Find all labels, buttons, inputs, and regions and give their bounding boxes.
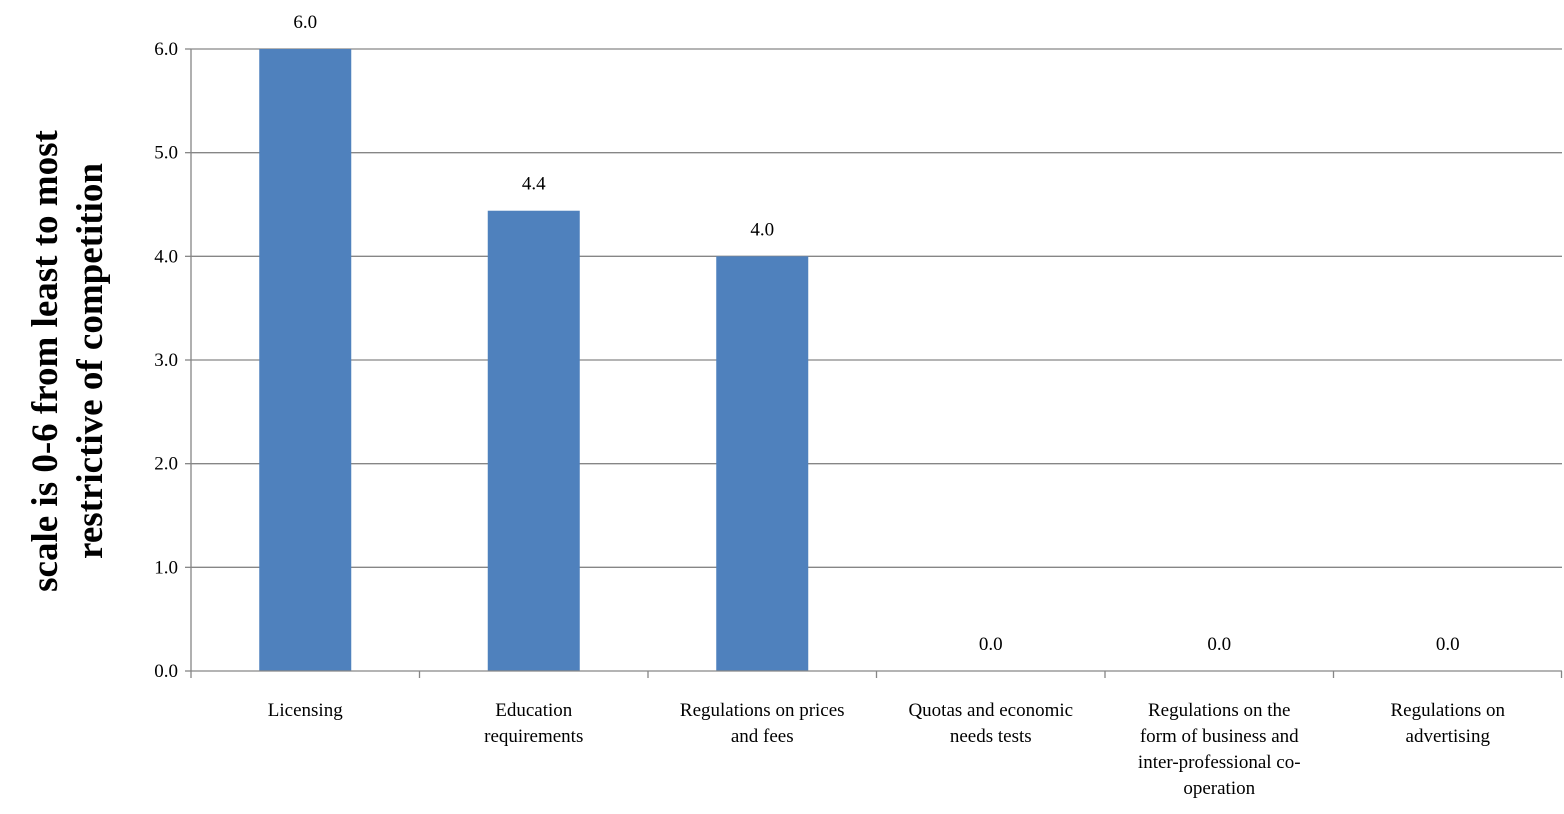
category-label: and fees — [731, 726, 794, 747]
data-label: 0.0 — [1436, 634, 1460, 655]
labels: 0.0 1.0 2.0 3.0 4.0 5.0 6.0 6.0 Licensing 4.4 Educ… — [25, 12, 1506, 799]
category-label: Regulations on the — [1148, 700, 1290, 721]
bar — [487, 210, 580, 671]
data-label: 0.0 — [979, 634, 1003, 655]
category-label: needs tests — [950, 726, 1032, 747]
data-label: 4.0 — [750, 219, 774, 240]
category-label: Quotas and economic — [908, 700, 1073, 721]
gridlines — [191, 48, 1562, 568]
category-label: Regulations on — [1390, 700, 1505, 721]
category-label: operation — [1183, 778, 1255, 799]
bar — [259, 49, 352, 671]
bars — [259, 49, 809, 671]
category-label: Regulations on prices — [680, 700, 845, 721]
y-axis-title: restrictive of competition — [70, 163, 111, 559]
y-tick-label: 1.0 — [154, 557, 178, 578]
category-label: Licensing — [268, 700, 343, 721]
data-label: 4.4 — [522, 174, 546, 195]
category-label: form of business and — [1140, 726, 1299, 747]
bar — [716, 256, 809, 671]
data-label: 0.0 — [1207, 634, 1231, 655]
category-label: requirements — [484, 726, 583, 747]
y-tick-label: 2.0 — [154, 454, 178, 475]
y-axis-title: scale is 0-6 from least to most — [25, 129, 66, 591]
category-label: Education — [495, 700, 573, 721]
y-tick-label: 4.0 — [154, 246, 178, 267]
y-tick-label: 5.0 — [154, 143, 178, 164]
data-label: 6.0 — [293, 12, 317, 33]
category-label: advertising — [1406, 726, 1491, 747]
y-tick-label: 0.0 — [154, 661, 178, 682]
y-tick-label: 6.0 — [154, 39, 178, 60]
y-tick-label: 3.0 — [154, 350, 178, 371]
category-label: inter-professional co- — [1138, 752, 1301, 773]
axes — [185, 48, 1563, 678]
